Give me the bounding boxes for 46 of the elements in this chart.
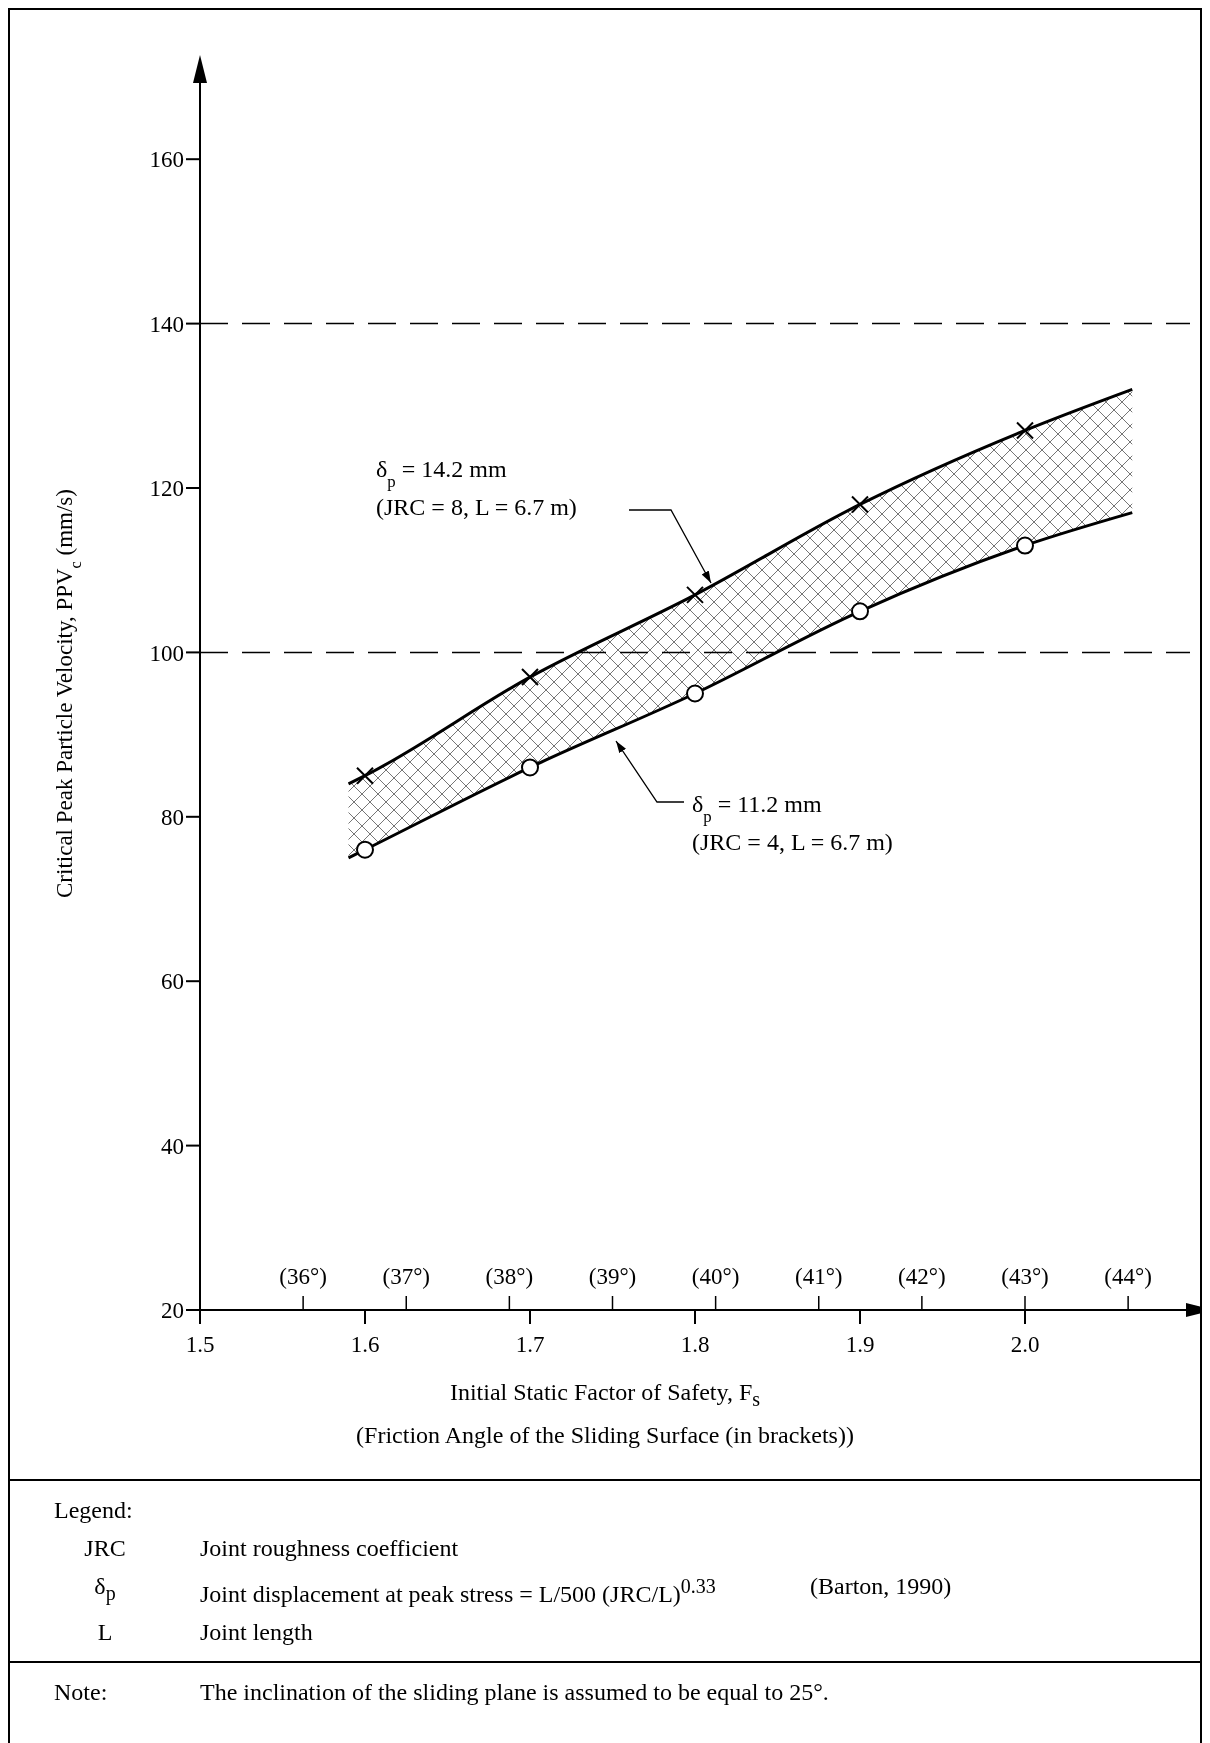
x2-tick-label: (43°) (1001, 1264, 1049, 1289)
y-tick-label: 40 (161, 1133, 184, 1159)
x2-tick-label: (39°) (588, 1264, 637, 1289)
text: Note: (54, 1678, 108, 1705)
x-tick-label: 2.0 (1010, 1332, 1040, 1358)
text: JRC (84, 1534, 126, 1561)
text: Joint length (200, 1618, 313, 1645)
x-tick-label: 1.5 (185, 1332, 215, 1358)
point (1016, 421, 1034, 440)
x-tick-label: 1.8 (680, 1332, 710, 1358)
x-tick-label: 1.9 (845, 1332, 875, 1358)
y-tick-label: 120 (149, 476, 184, 502)
point (356, 766, 374, 785)
annotation: δ$_{p}$ = 14.2 mm (JRC = 8, L = 6.7 m) (376, 456, 577, 520)
point (521, 668, 539, 687)
x2-tick-label: (42°) (898, 1264, 946, 1289)
point (851, 495, 869, 514)
point (686, 684, 704, 703)
x2-tick-label: (36°) (279, 1264, 327, 1289)
y-tick-label: 100 (149, 640, 184, 666)
x-tick-label: 1.6 (350, 1332, 380, 1358)
point (356, 840, 374, 859)
point (1016, 536, 1034, 555)
text: (Barton, 1990) (810, 1572, 952, 1599)
point (686, 585, 704, 604)
y-tick-label: 20 (161, 1298, 184, 1324)
text: Joint displacement at peak stress = L/500 (JRC/L)$^{0.33}$ (200, 1574, 716, 1607)
y-tick-label: 160 (149, 147, 184, 173)
x2-tick-label: (37°) (382, 1264, 431, 1289)
x-tick-label: 1.7 (515, 1332, 545, 1358)
x2-tick-label: (41°) (794, 1264, 843, 1289)
y-tick-label: 80 (161, 804, 184, 830)
text: Legend: (54, 1496, 133, 1523)
x2-tick-label: (44°) (1104, 1264, 1152, 1289)
y-tick-label: 140 (149, 311, 184, 337)
point (521, 758, 539, 777)
annotation: δ$_{p}$ = 11.2 mm (JRC = 4, L = 6.7 m) (692, 791, 893, 855)
x2-tick-label: (38°) (485, 1264, 534, 1289)
text: The inclination of the sliding plane is assumed to be equal to 25°. (200, 1678, 829, 1705)
y-tick-label: 60 (161, 969, 184, 995)
text: Joint roughness coefficient (200, 1534, 459, 1561)
point (851, 602, 869, 621)
text: L (97, 1618, 113, 1645)
text: δ$_{p}$ (94, 1572, 116, 1604)
x-axis-title: Initial Static Factor of Safety, F$_{s}$ (Friction Angle of the Sliding Surface (in brackets)) (356, 1379, 854, 1448)
x2-tick-label: (40°) (691, 1264, 740, 1289)
